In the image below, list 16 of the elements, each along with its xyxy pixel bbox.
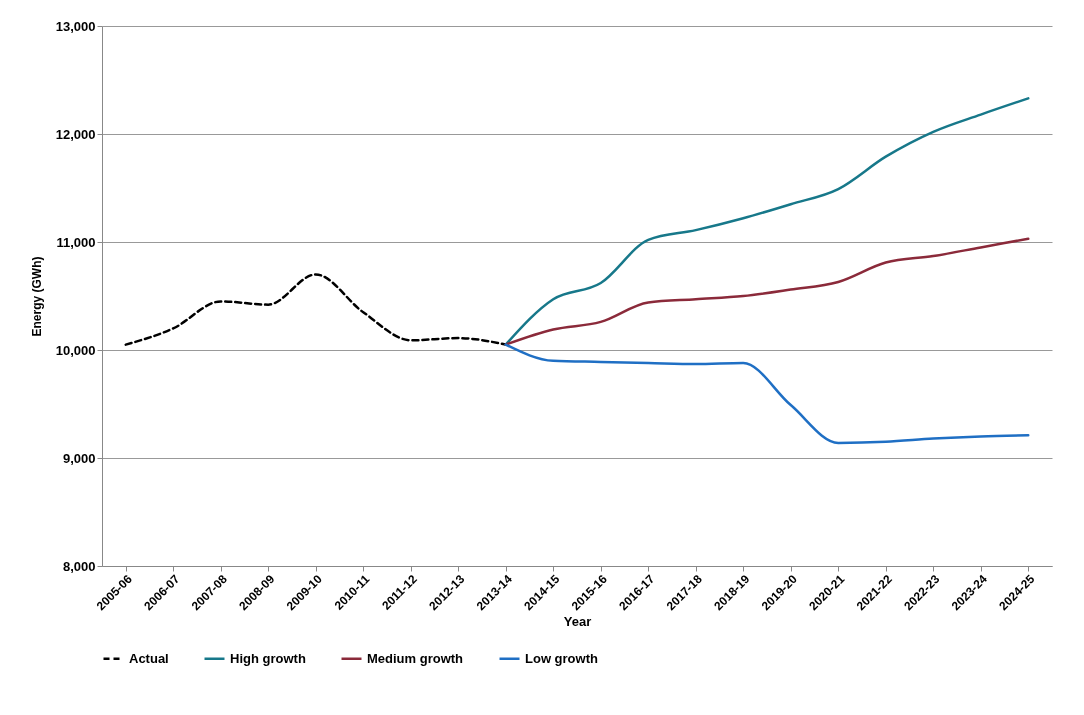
legend-label: High growth <box>230 650 306 666</box>
legend-label: Actual <box>129 650 169 666</box>
x-axis-title: Year <box>563 614 592 630</box>
y-tick-label: 10,000 <box>55 342 96 358</box>
line-series <box>504 237 1030 346</box>
y-tick-label: 11,000 <box>56 234 96 250</box>
legend-label: Medium growth <box>367 650 464 666</box>
line-series <box>124 273 507 346</box>
y-axis-title: Energy (GWh) <box>29 256 44 337</box>
legend-label: Low growth <box>525 650 598 666</box>
y-tick-label: 13,000 <box>55 18 96 34</box>
y-tick-label: 8,000 <box>62 558 96 574</box>
line-series <box>504 343 1030 445</box>
y-tick-label: 12,000 <box>55 126 96 142</box>
y-tick-label: 9,000 <box>62 450 96 466</box>
line-series <box>504 97 1030 346</box>
